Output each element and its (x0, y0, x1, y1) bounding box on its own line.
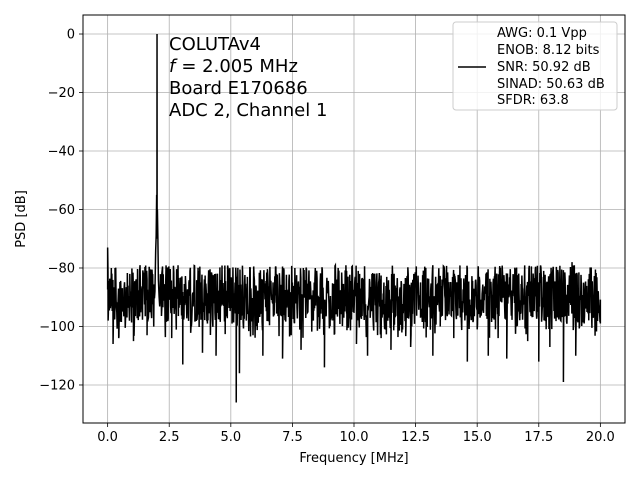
plot-area (106, 34, 602, 403)
y-tick-label: −100 (39, 320, 75, 335)
x-tick-label: 20.0 (586, 430, 615, 445)
x-tick-label: 17.5 (524, 430, 553, 445)
y-axis-ticks: 0 −20 −40 −60 −80 −100 −120 (39, 28, 83, 393)
annotation-f-value: = 2.005 MHz (181, 56, 298, 77)
axes-frame (82, 14, 626, 424)
x-axis-ticks: 0.0 2.5 5.0 7.5 10.0 12.5 15.0 17.5 20.0 (97, 423, 615, 445)
y-tick-label: 0 (67, 28, 75, 43)
annotation-line-1: COLUTAv4 (169, 34, 261, 55)
annotation-line-3: Board E170686 (169, 78, 308, 99)
x-tick-label: 12.5 (401, 430, 430, 445)
legend-line-2: ENOB: 8.12 bits (497, 43, 600, 58)
legend-line-1: AWG: 0.1 Vpp (497, 26, 587, 41)
legend-box (452, 21, 618, 111)
y-tick-label: −20 (48, 86, 75, 101)
y-axis-label: PSD [dB] (14, 190, 29, 248)
annotation-line-4: ADC 2, Channel 1 (169, 100, 327, 121)
legend-line-3: SNR: 50.92 dB (497, 60, 591, 75)
y-tick-label: −80 (48, 261, 75, 276)
y-tick-label: −40 (48, 145, 75, 160)
legend-line-4: SINAD: 50.63 dB (497, 77, 605, 92)
x-tick-label: 0.0 (97, 430, 118, 445)
annotation-f-symbol: f (169, 56, 178, 77)
legend-line-5: SFDR: 63.8 (497, 93, 569, 108)
series-psd-line (106, 34, 602, 403)
x-tick-label: 7.5 (282, 430, 303, 445)
y-tick-label: −120 (39, 378, 75, 393)
x-axis-label: Frequency [MHz] (299, 451, 408, 466)
y-tick-label: −60 (48, 203, 75, 218)
annotation-line-2: f = 2.005 MHz (169, 56, 298, 77)
x-tick-label: 15.0 (463, 430, 492, 445)
legend: AWG: 0.1 Vpp ENOB: 8.12 bits SNR: 50.92 … (452, 21, 618, 111)
x-tick-label: 10.0 (340, 430, 369, 445)
annotation-block: COLUTAv4 f = 2.005 MHz Board E170686 ADC … (169, 34, 327, 121)
x-tick-label: 5.0 (220, 430, 241, 445)
x-tick-label: 2.5 (159, 430, 180, 445)
grid-lines (83, 15, 625, 423)
